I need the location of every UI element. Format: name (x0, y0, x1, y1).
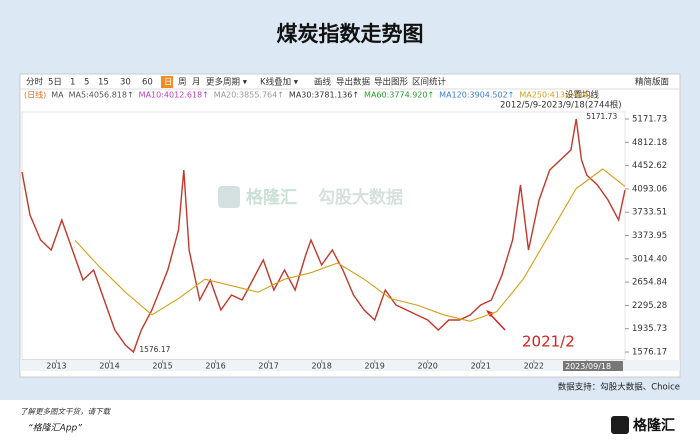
toolbar-item[interactable]: 区间统计 (412, 77, 447, 88)
legend-item: (日线) (24, 90, 46, 100)
watermark-text: 勾股大数据 (318, 187, 403, 208)
x-tick-label: 2018 (311, 362, 331, 371)
y-tick-label: 2295.28 (632, 301, 667, 311)
legend-item: MA20:3855.764↑ (214, 91, 284, 100)
y-tick-label: 3014.40 (632, 254, 667, 264)
series-line (74, 168, 626, 322)
toolbar-item[interactable]: 导出图形 (374, 77, 409, 88)
chart-title: 煤炭指数走势图 (277, 22, 424, 46)
scroll-bar[interactable] (20, 360, 680, 371)
min-label: 1576.17 (139, 345, 170, 354)
series-line (21, 118, 626, 354)
toolbar-item[interactable]: 1 (70, 78, 75, 88)
toolbar-item[interactable]: 周 (178, 78, 187, 88)
toolbar-item[interactable]: 月 (192, 78, 201, 88)
toolbar-item[interactable]: 日 (164, 78, 173, 88)
toolbar-item[interactable]: 画线 (314, 77, 332, 88)
max-label: 5171.73 (586, 112, 617, 121)
y-tick-label: 1935.73 (632, 324, 667, 334)
toolbar-item[interactable]: 60 (142, 78, 153, 88)
watermark-text: 格隆汇 (246, 187, 297, 208)
x-tick-label: 2014 (99, 362, 119, 371)
settings-label[interactable]: 设置均线 (565, 90, 600, 101)
x-tick-label: 2013 (46, 362, 66, 371)
x-tick-label: 2017 (258, 362, 278, 371)
legend-item: MA30:3781.136↑ (289, 91, 359, 100)
toolbar-item[interactable]: 30 (120, 78, 131, 88)
x-tick-label: 2015 (152, 362, 172, 371)
cursor-date-box (563, 361, 623, 371)
x-tick-label: 2019 (364, 362, 384, 371)
legend-item: MA (51, 91, 64, 100)
y-tick-label: 1576.17 (632, 348, 667, 358)
y-tick-label: 4093.06 (632, 184, 667, 194)
x-tick-label: 2016 (205, 362, 225, 371)
toolbar-right[interactable]: 精简版面 (635, 77, 670, 88)
footer-line2: “格隆汇App” (28, 423, 82, 434)
toolbar-item[interactable]: 15 (98, 78, 109, 88)
toolbar-item[interactable]: 分时 (26, 77, 44, 88)
watermark-icon (218, 186, 240, 208)
toolbar-item[interactable]: 5 (84, 78, 89, 88)
source: 数据支持：勾股大数据、Choice (558, 382, 680, 393)
legend-item: MA250:4132.439↓ (519, 91, 594, 100)
x-tick-label: 2020 (418, 362, 438, 371)
footer (0, 400, 700, 448)
y-tick-label: 2654.84 (632, 278, 667, 288)
y-tick-label: 3733.51 (632, 208, 667, 218)
legend-item: MA5:4056.818↑ (69, 91, 134, 100)
logo-text: 格隆汇 (633, 417, 675, 434)
y-tick-label: 3373.95 (632, 231, 667, 241)
legend-item: MA60:3774.920↑ (364, 91, 434, 100)
x-tick-label: 2021 (471, 362, 491, 371)
footer-line1: 了解更多图文干货，请下载 (20, 407, 111, 416)
legend-item: MA10:4012.618↑ (139, 91, 209, 100)
annotation: 2021/2 (522, 333, 575, 351)
toolbar-item[interactable]: 更多周期 ▾ (206, 77, 248, 88)
x-tick-label: 2022 (524, 362, 544, 371)
y-tick-label: 5171.73 (632, 115, 667, 125)
toolbar-active (161, 76, 173, 88)
toolbar-item[interactable]: K线叠加 ▾ (260, 77, 299, 88)
range-text: 2012/5/9-2023/9/18(2744根) (500, 100, 622, 111)
legend-item: MA120:3904.502↑ (439, 91, 514, 100)
watermark: 格隆汇 勾股大数据 (218, 186, 403, 208)
y-tick-label: 4812.18 (632, 138, 667, 148)
logo-icon (611, 416, 629, 434)
cursor-date: 2023/09/18 (565, 362, 611, 371)
y-tick-label: 4452.62 (632, 161, 667, 171)
toolbar-item[interactable]: 导出数据 (336, 77, 371, 88)
toolbar-item[interactable]: 5日 (48, 78, 62, 88)
